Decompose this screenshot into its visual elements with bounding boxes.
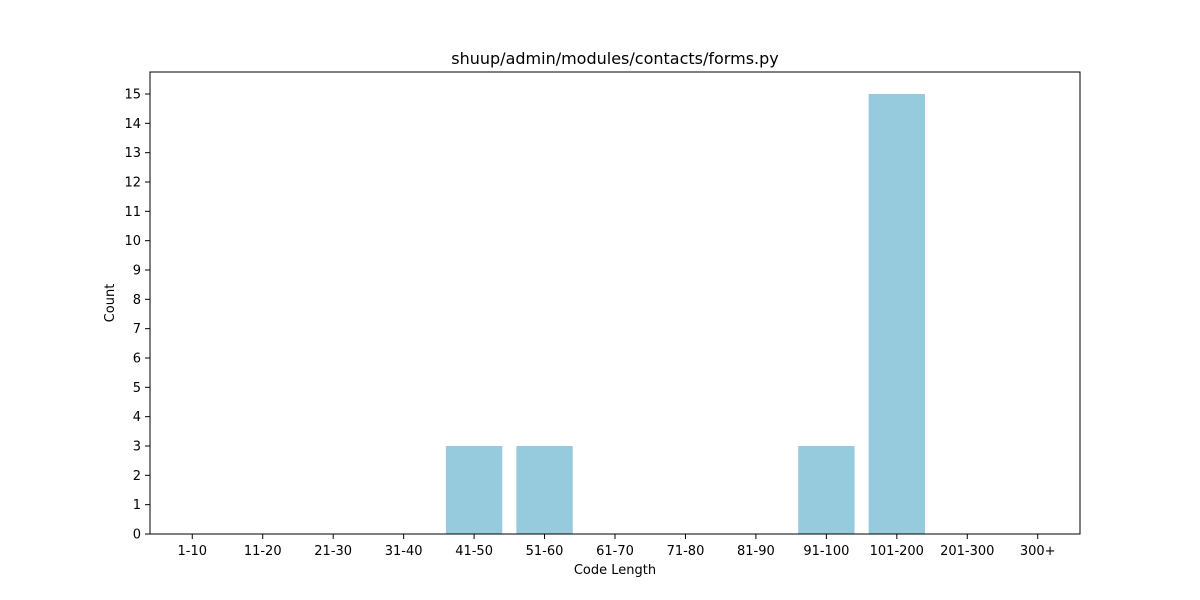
x-tick-label: 101-200 bbox=[870, 544, 924, 559]
x-tick-label: 300+ bbox=[1020, 544, 1056, 559]
y-tick-label: 5 bbox=[133, 381, 141, 396]
y-tick-label: 6 bbox=[133, 352, 141, 367]
y-tick-label: 0 bbox=[133, 528, 141, 543]
y-tick-label: 2 bbox=[133, 469, 141, 484]
y-tick-label: 13 bbox=[124, 146, 141, 161]
y-tick-label: 3 bbox=[133, 440, 141, 455]
x-tick-label: 11-20 bbox=[244, 544, 282, 559]
y-tick-label: 12 bbox=[124, 176, 141, 191]
x-tick-label: 1-10 bbox=[178, 544, 208, 559]
x-tick-label: 51-60 bbox=[526, 544, 564, 559]
bar-91-100 bbox=[798, 446, 855, 534]
bar-101-200 bbox=[868, 94, 925, 534]
y-tick-label: 9 bbox=[133, 264, 141, 279]
y-axis-title: Count bbox=[103, 284, 118, 323]
y-tick-label: 15 bbox=[124, 88, 141, 103]
x-axis-title: Code Length bbox=[574, 563, 656, 578]
x-tick-label: 41-50 bbox=[455, 544, 493, 559]
y-tick-label: 4 bbox=[133, 410, 141, 425]
x-tick-label: 81-90 bbox=[737, 544, 775, 559]
y-tick-label: 7 bbox=[133, 322, 141, 337]
y-tick-label: 14 bbox=[124, 117, 141, 132]
x-tick-label: 61-70 bbox=[596, 544, 634, 559]
x-tick-label: 31-40 bbox=[385, 544, 423, 559]
bar-41-50 bbox=[445, 446, 503, 534]
y-tick-label: 1 bbox=[133, 498, 141, 513]
x-tick-label: 71-80 bbox=[667, 544, 705, 559]
bar-51-60 bbox=[516, 446, 573, 534]
x-tick-label: 21-30 bbox=[314, 544, 352, 559]
plot-frame bbox=[149, 71, 1081, 535]
bars bbox=[445, 94, 925, 534]
chart-title: shuup/admin/modules/contacts/forms.py bbox=[451, 49, 778, 68]
x-axis-ticks: 1-10 11-20 21-30 31-40 41-50 51-60 61-70 71-80 8… bbox=[178, 534, 1056, 559]
x-tick-label: 91-100 bbox=[803, 544, 849, 559]
x-tick-label: 201-300 bbox=[940, 544, 994, 559]
y-tick-label: 10 bbox=[124, 234, 141, 249]
y-tick-label: 11 bbox=[124, 205, 141, 220]
y-tick-label: 8 bbox=[133, 293, 141, 308]
